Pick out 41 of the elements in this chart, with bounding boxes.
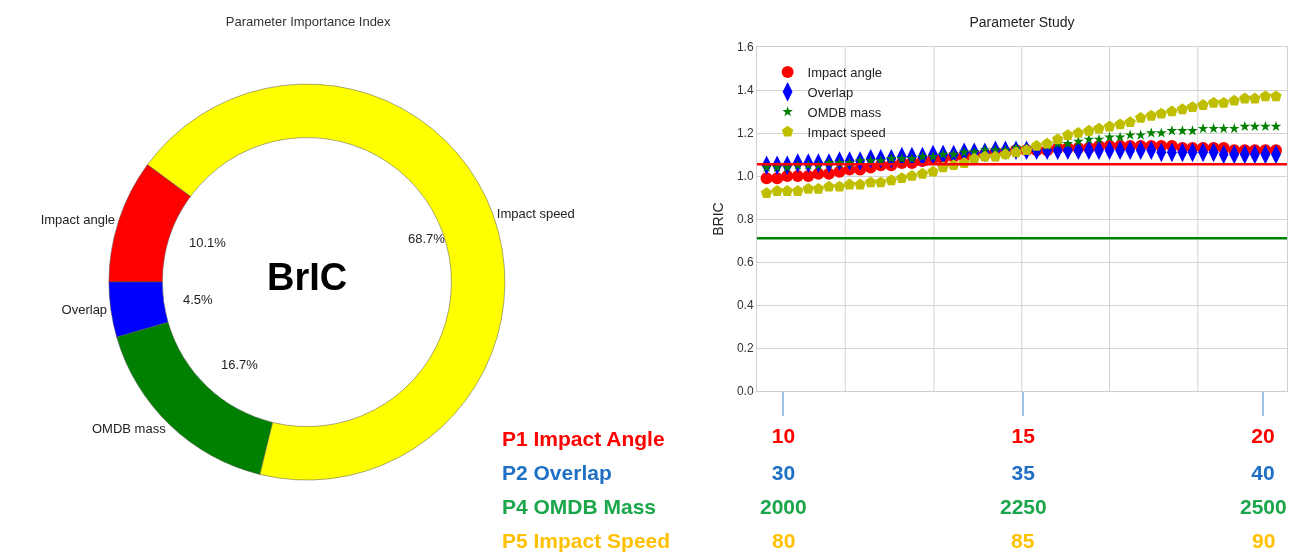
chart-title: Parameter Importance Index bbox=[225, 13, 392, 29]
x2-tick-label: 35 bbox=[1011, 461, 1036, 484]
text: 2500 bbox=[1240, 495, 1287, 518]
text: 90 bbox=[1252, 529, 1276, 552]
y-tick-label: 0.6 bbox=[736, 255, 754, 270]
slice-label: Impact angle bbox=[40, 211, 116, 227]
slice-label: OMDB mass bbox=[91, 421, 167, 437]
text: 2000 bbox=[760, 495, 807, 518]
text: P4 OMDB Mass bbox=[502, 495, 657, 518]
y-tick-label: 0.4 bbox=[736, 298, 754, 313]
data-label: 10.1% bbox=[189, 235, 227, 250]
text: 85 bbox=[1011, 529, 1035, 552]
y-axis-title: BRIC bbox=[709, 202, 726, 236]
x-tick-label: 15 bbox=[1011, 424, 1036, 448]
slice-label: Overlap bbox=[61, 302, 108, 318]
y-tick-label: 1.4 bbox=[736, 83, 754, 98]
y-tick-label: 0.2 bbox=[736, 341, 754, 356]
x-tick-label: 20 bbox=[1251, 424, 1275, 448]
legend-label: Impact angle bbox=[807, 65, 883, 81]
x2-tick-label: 40 bbox=[1251, 461, 1275, 484]
y-tick-label: 0.8 bbox=[736, 212, 754, 227]
x-tick-label: 10 bbox=[771, 424, 796, 448]
data-label: 4.5% bbox=[183, 292, 214, 307]
x2-tick-label: 30 bbox=[771, 461, 796, 484]
legend-label: Impact speed bbox=[807, 124, 886, 140]
data-label: 16.7% bbox=[221, 357, 259, 372]
y-tick-label: 1.6 bbox=[736, 40, 754, 55]
text: 2250 bbox=[1000, 495, 1047, 518]
x-axis-title: P1 Impact Angle bbox=[502, 427, 665, 450]
x2-axis-title: P2 Overlap bbox=[502, 461, 612, 484]
y-tick-label: 1.2 bbox=[736, 126, 754, 141]
text: P5 Impact Speed bbox=[502, 529, 671, 552]
text: 80 bbox=[772, 529, 796, 552]
y-tick-label: 1.0 bbox=[736, 169, 754, 184]
text: BrIC bbox=[267, 256, 348, 298]
data-label: 68.7% bbox=[408, 231, 446, 246]
y-tick-label: 0.0 bbox=[736, 384, 754, 399]
chart-title: Parameter Study bbox=[969, 13, 1075, 30]
legend-label: OMDB mass bbox=[807, 104, 882, 120]
legend-label: Overlap bbox=[807, 84, 854, 100]
slice-label: Impact speed bbox=[496, 206, 575, 222]
